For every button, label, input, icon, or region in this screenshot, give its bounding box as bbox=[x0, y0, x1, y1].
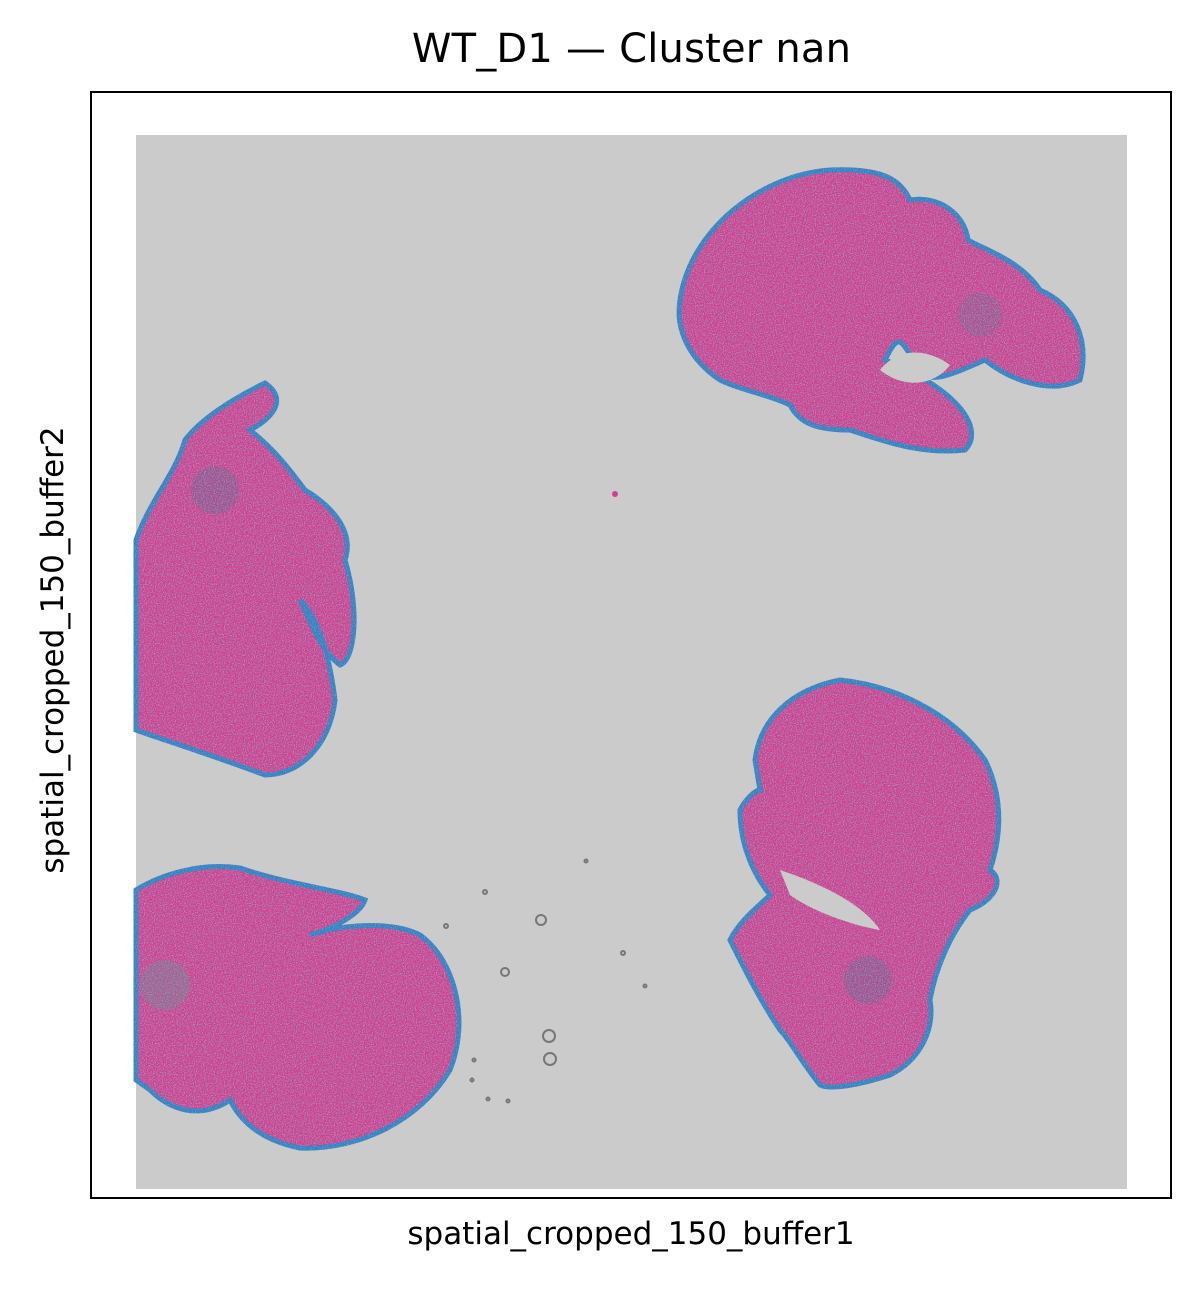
slide-gap bbox=[780, 870, 880, 930]
tissue-node bbox=[191, 466, 239, 514]
tissue-section-left-middle bbox=[133, 380, 357, 778]
slide-bubbles bbox=[443, 858, 648, 1104]
tissue-section-bottom-right bbox=[727, 677, 1002, 1090]
slide-gap bbox=[880, 352, 950, 383]
tissue-section-top-right bbox=[676, 167, 1086, 454]
tissue-node bbox=[958, 293, 1002, 337]
tissue-section-bottom-left bbox=[133, 864, 462, 1151]
tissue-node bbox=[140, 960, 190, 1010]
x-axis-label: spatial_cropped_150_buffer1 bbox=[407, 1216, 855, 1252]
y-axis-label: spatial_cropped_150_buffer2 bbox=[35, 426, 71, 874]
chart-title: WT_D1 — Cluster nan bbox=[411, 26, 852, 72]
tissue-node bbox=[844, 956, 892, 1004]
debris-spot bbox=[612, 491, 618, 497]
